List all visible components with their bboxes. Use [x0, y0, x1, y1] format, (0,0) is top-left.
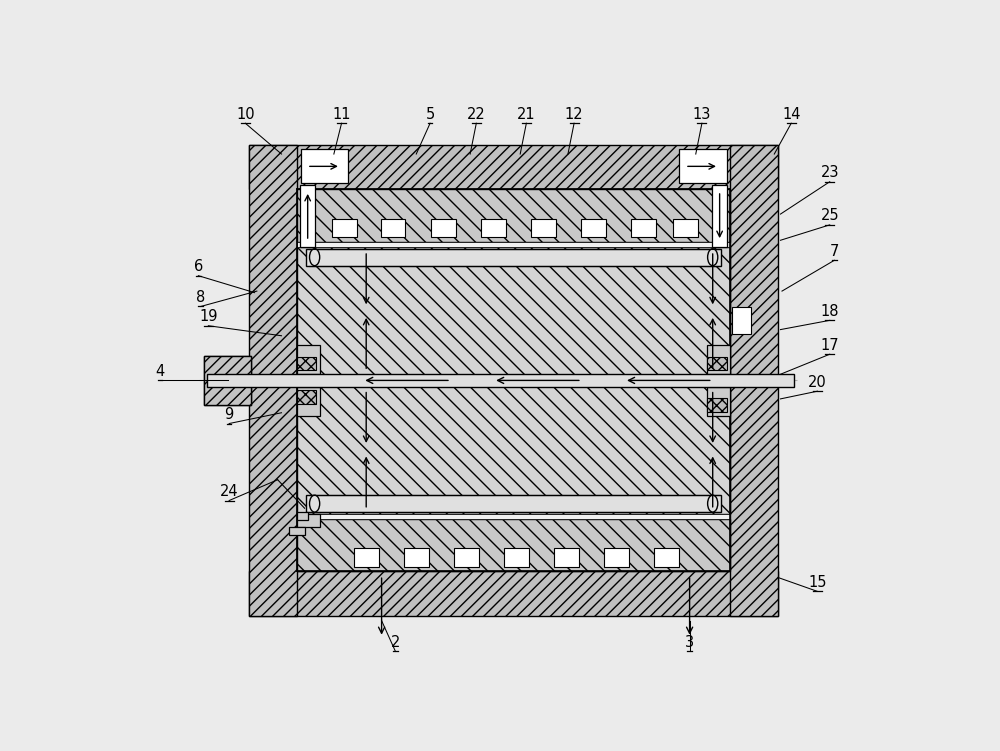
- Text: 22: 22: [467, 107, 486, 122]
- Bar: [431, 219, 456, 237]
- Bar: [504, 548, 529, 567]
- Bar: [531, 219, 556, 237]
- Bar: [297, 375, 730, 376]
- Text: 4: 4: [155, 364, 164, 379]
- Bar: [297, 391, 316, 404]
- Bar: [249, 572, 778, 616]
- Text: 14: 14: [782, 107, 800, 122]
- Bar: [732, 307, 751, 334]
- Bar: [707, 345, 730, 374]
- Bar: [297, 387, 320, 416]
- Bar: [604, 548, 629, 567]
- Bar: [673, 219, 698, 237]
- Bar: [707, 387, 730, 416]
- Bar: [297, 512, 308, 520]
- Bar: [297, 189, 730, 572]
- Text: 2: 2: [391, 635, 400, 650]
- Bar: [297, 519, 730, 572]
- Text: 8: 8: [196, 290, 205, 305]
- Text: 21: 21: [517, 107, 536, 122]
- Text: 23: 23: [820, 165, 839, 180]
- Bar: [297, 345, 320, 374]
- Bar: [332, 219, 357, 237]
- Bar: [249, 145, 297, 616]
- Bar: [204, 356, 251, 405]
- Text: 10: 10: [236, 107, 255, 122]
- Bar: [204, 356, 251, 405]
- Ellipse shape: [310, 249, 320, 266]
- Text: 20: 20: [808, 375, 827, 390]
- Bar: [454, 548, 479, 567]
- Text: 25: 25: [820, 208, 839, 223]
- Bar: [654, 548, 679, 567]
- Bar: [297, 247, 730, 375]
- Bar: [707, 357, 727, 370]
- Bar: [679, 149, 727, 183]
- Text: 15: 15: [808, 575, 827, 590]
- Bar: [581, 219, 606, 237]
- Bar: [381, 219, 405, 237]
- Text: 3: 3: [685, 635, 694, 650]
- Ellipse shape: [708, 495, 718, 512]
- Text: 12: 12: [565, 107, 583, 122]
- Text: 18: 18: [820, 304, 839, 319]
- Bar: [730, 145, 778, 616]
- Text: 24: 24: [220, 484, 238, 499]
- Bar: [306, 249, 721, 266]
- Bar: [301, 149, 348, 183]
- Bar: [297, 357, 316, 370]
- Ellipse shape: [708, 249, 718, 266]
- Ellipse shape: [310, 495, 320, 512]
- Bar: [631, 219, 656, 237]
- Bar: [306, 495, 721, 512]
- Bar: [289, 527, 305, 535]
- Text: 17: 17: [820, 338, 839, 353]
- Text: 11: 11: [332, 107, 351, 122]
- Bar: [707, 398, 727, 412]
- Bar: [297, 514, 730, 519]
- Text: 7: 7: [830, 244, 839, 259]
- Bar: [297, 242, 730, 247]
- Bar: [297, 514, 320, 527]
- Bar: [404, 548, 429, 567]
- Text: 19: 19: [199, 309, 218, 324]
- Bar: [481, 219, 506, 237]
- Bar: [712, 185, 727, 247]
- Text: 5: 5: [425, 107, 435, 122]
- Text: 13: 13: [693, 107, 711, 122]
- Bar: [207, 374, 794, 387]
- Text: 6: 6: [194, 259, 203, 274]
- Bar: [554, 548, 579, 567]
- Text: 9: 9: [225, 407, 234, 422]
- Bar: [249, 145, 778, 189]
- Bar: [297, 386, 730, 514]
- Bar: [300, 185, 315, 247]
- Bar: [354, 548, 379, 567]
- Bar: [297, 189, 730, 242]
